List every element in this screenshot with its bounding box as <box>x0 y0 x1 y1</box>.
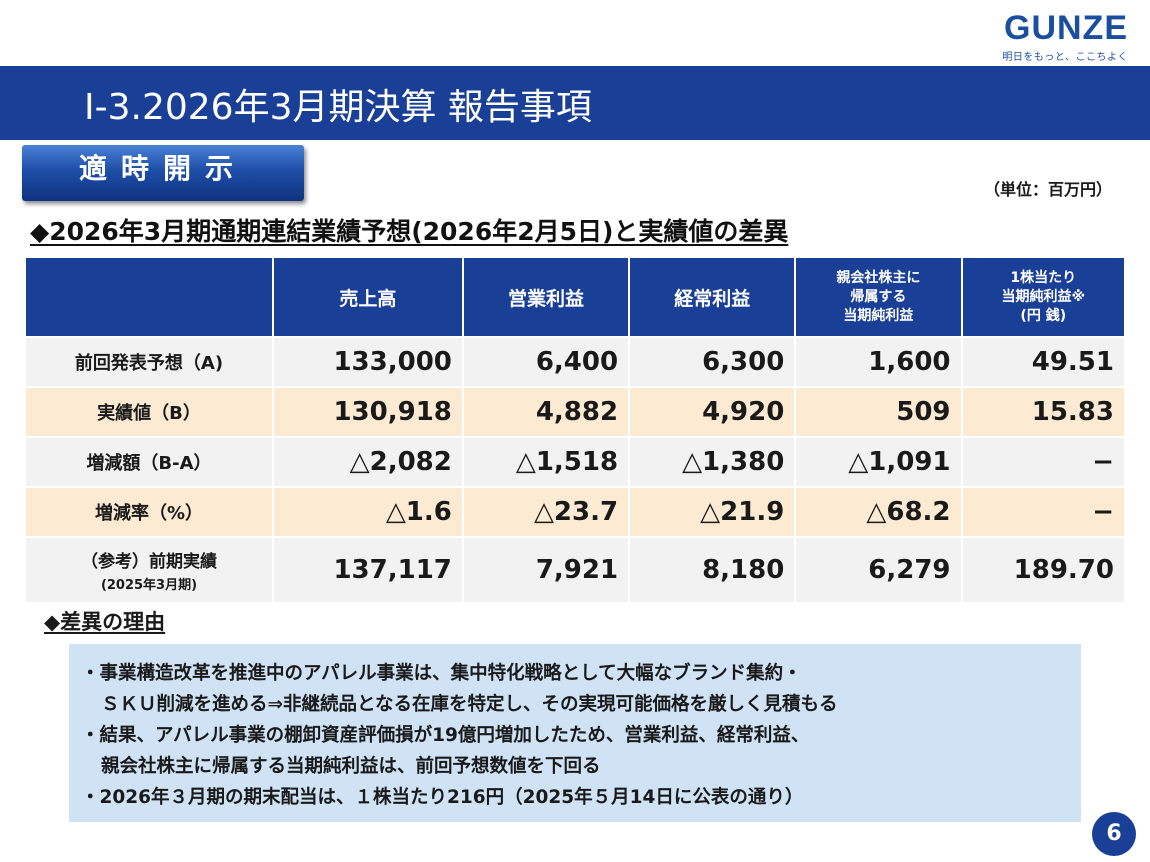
cell-operating-profit: 4,882 <box>463 388 629 436</box>
table-row-change-amount: 増減額（B-A） △2,082 △1,518 △1,380 △1,091 − <box>26 438 1124 486</box>
table-header-ordinary-profit: 経常利益 <box>630 258 795 336</box>
cell-sales: △1.6 <box>274 488 462 536</box>
table-header-empty <box>26 258 272 336</box>
cell-eps: 15.83 <box>962 388 1124 436</box>
disclosure-badge: 適時開示 <box>22 145 304 201</box>
cell-eps: − <box>962 438 1124 486</box>
cell-eps: 49.51 <box>962 338 1124 386</box>
header-line: 1株当たり <box>1010 269 1077 286</box>
cell-operating-profit: △23.7 <box>463 488 629 536</box>
reason-line: 親会社株主に帰属する当期純利益は、前回予想数値を下回る <box>101 756 601 777</box>
reason-line: ・事業構造改革を推進中のアパレル事業は、集中特化戦略として大幅なブランド集約・ <box>81 663 802 684</box>
cell-operating-profit: 7,921 <box>463 538 629 602</box>
table-row-prior-year: （参考）前期実績 (2025年3月期) 137,117 7,921 8,180 … <box>26 538 1124 602</box>
unit-note: （単位：百万円） <box>983 180 1112 199</box>
title-bar: Ⅰ-3.2026年3月期決算 報告事項 <box>0 66 1150 140</box>
cell-ordinary-profit: △1,380 <box>630 438 795 486</box>
cell-ordinary-profit: 6,300 <box>630 338 795 386</box>
table-header-row: 売上高 営業利益 経常利益 親会社株主に 帰属する 当期純利益 1株当たり 当期… <box>26 258 1124 336</box>
cell-eps: − <box>962 488 1124 536</box>
header-line: 当期純利益 <box>843 307 914 324</box>
section-heading: ◆2026年3月期通期連結業績予想(2026年2月5日)と実績値の差異 <box>30 217 789 246</box>
header-line: 帰属する <box>850 288 907 305</box>
cell-ordinary-profit: △21.9 <box>630 488 795 536</box>
logo-wordmark: GUNZE <box>1004 9 1128 47</box>
company-logo: GUNZE 明日をもっと、ここちよく <box>1002 10 1128 63</box>
cell-net-income: △68.2 <box>796 488 961 536</box>
reasons-box: ・事業構造改革を推進中のアパレル事業は、集中特化戦略として大幅なブランド集約・ … <box>69 644 1081 822</box>
row-label-sub: (2025年3月期) <box>100 578 198 593</box>
cell-ordinary-profit: 4,920 <box>630 388 795 436</box>
reasons-heading: ◆差異の理由 <box>44 610 166 634</box>
row-label: 増減率（%） <box>26 488 272 536</box>
reason-line: ・結果、アパレル事業の棚卸資産評価損が19億円増加したため、営業利益、経常利益、 <box>81 725 810 746</box>
table-header-sales: 売上高 <box>274 258 462 336</box>
cell-operating-profit: 6,400 <box>463 338 629 386</box>
cell-ordinary-profit: 8,180 <box>630 538 795 602</box>
results-table: 売上高 営業利益 経常利益 親会社株主に 帰属する 当期純利益 1株当たり 当期… <box>24 256 1126 604</box>
reason-line: ＳＫＵ削減を進める⇒非継続品となる在庫を特定し、その実現可能価格を厳しく見積もる <box>101 694 838 715</box>
table-header-net-income: 親会社株主に 帰属する 当期純利益 <box>796 258 961 336</box>
header-line: 当期純利益※ <box>1001 288 1086 305</box>
row-label-main: （参考）前期実績 <box>81 552 217 572</box>
table-row-forecast: 前回発表予想（A) 133,000 6,400 6,300 1,600 49.5… <box>26 338 1124 386</box>
cell-sales: 137,117 <box>274 538 462 602</box>
cell-operating-profit: △1,518 <box>463 438 629 486</box>
logo-tagline: 明日をもっと、ここちよく <box>1002 52 1128 63</box>
cell-net-income: 1,600 <box>796 338 961 386</box>
header-line: 親会社株主に <box>836 269 921 286</box>
table-header-operating-profit: 営業利益 <box>463 258 629 336</box>
cell-net-income: △1,091 <box>796 438 961 486</box>
cell-net-income: 509 <box>796 388 961 436</box>
cell-sales: △2,082 <box>274 438 462 486</box>
slide-title: Ⅰ-3.2026年3月期決算 報告事項 <box>84 87 592 128</box>
row-label: 実績値（B） <box>26 388 272 436</box>
cell-sales: 130,918 <box>274 388 462 436</box>
row-label: 前回発表予想（A) <box>26 338 272 386</box>
cell-net-income: 6,279 <box>796 538 961 602</box>
page-number: 6 <box>1092 812 1136 856</box>
table-row-actual: 実績値（B） 130,918 4,882 4,920 509 15.83 <box>26 388 1124 436</box>
cell-eps: 189.70 <box>962 538 1124 602</box>
table-header-eps: 1株当たり 当期純利益※ (円 銭) <box>962 258 1124 336</box>
row-label: 増減額（B-A） <box>26 438 272 486</box>
table-row-change-rate: 増減率（%） △1.6 △23.7 △21.9 △68.2 − <box>26 488 1124 536</box>
header-line: (円 銭) <box>1020 307 1067 324</box>
cell-sales: 133,000 <box>274 338 462 386</box>
row-label: （参考）前期実績 (2025年3月期) <box>26 538 272 602</box>
reason-line: ・2026年３月期の期末配当は、１株当たり216円（2025年５月14日に公表の… <box>81 787 804 808</box>
